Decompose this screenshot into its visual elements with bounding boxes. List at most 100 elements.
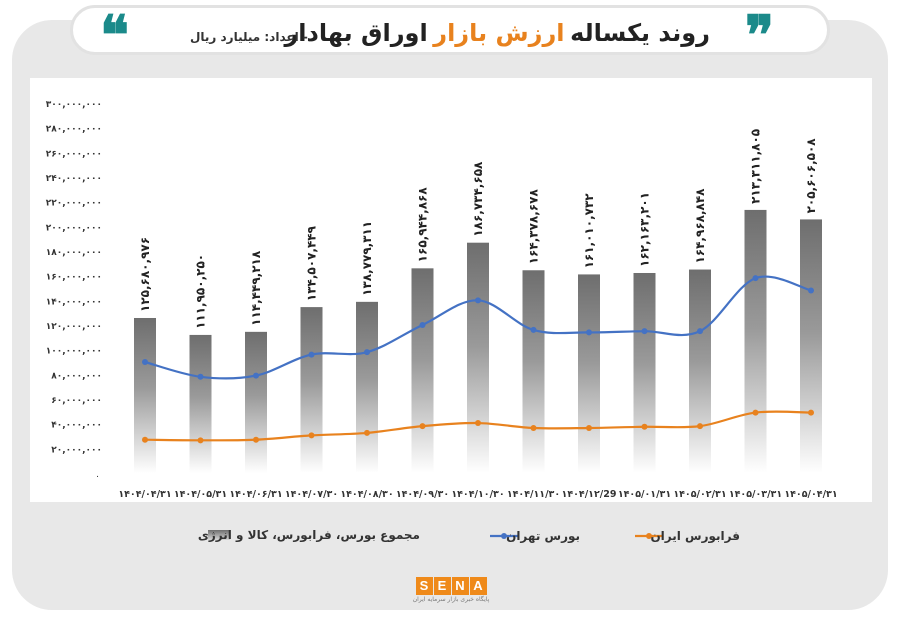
series-point — [808, 287, 814, 294]
series-point — [197, 437, 204, 444]
title-banner — [70, 5, 830, 55]
series-point — [752, 275, 759, 282]
series-point — [364, 349, 370, 356]
bar-data-label: ۲۱۳,۳۱۱,۸۰۵ — [749, 129, 763, 204]
legend-point-swatch — [646, 533, 652, 539]
series-point — [586, 424, 592, 431]
y-tick-label: ۲۴۰,۰۰۰,۰۰۰ — [46, 174, 102, 184]
logo-tagline: پایگاه خبری بازار سرمایه ایران — [412, 596, 490, 603]
series-point — [641, 328, 648, 335]
series-point — [475, 420, 481, 427]
series-point — [641, 423, 648, 430]
series-point — [253, 372, 259, 379]
bar-data-label: ۱۱۴,۴۴۹,۲۱۸ — [249, 250, 263, 326]
x-tick-label: ۱۴۰۵/۰۱/۳۱ — [618, 489, 671, 500]
series-point — [530, 326, 537, 333]
bar — [245, 331, 267, 473]
x-tick-label: ۱۴۰۴/۱۲/29 — [562, 489, 617, 500]
bar-data-label: ۱۶۱,۰۱۰,۷۳۲ — [582, 193, 596, 269]
legend-bar-swatch — [208, 530, 230, 540]
legend-bar-label: مجموع بورس، فرابورس، کالا و انرژی — [198, 528, 420, 543]
x-tick-label: ۱۴۰۴/۰۸/۳۰ — [340, 489, 393, 500]
series-point — [697, 328, 703, 335]
y-tick-label: ۱۰۰,۰۰۰,۰۰۰ — [46, 347, 102, 357]
series-point — [142, 359, 148, 365]
bar — [800, 219, 822, 473]
series-point — [419, 423, 426, 430]
bar — [578, 274, 600, 473]
title-part-2: اوراق بهادار — [284, 19, 428, 47]
title-accent: ارزش بازار — [433, 19, 565, 47]
legend-line-label: بورس تهران — [506, 529, 580, 544]
x-tick-label: ۱۴۰۴/۰۷/۳۰ — [285, 489, 338, 500]
series-point — [697, 423, 703, 430]
y-tick-label: ۱۲۰,۰۰۰,۰۰۰ — [46, 322, 102, 332]
quote-right-icon: ❞ — [745, 3, 775, 67]
series-point — [197, 373, 204, 380]
y-tick-label: ۲۰۰,۰۰۰,۰۰۰ — [46, 223, 102, 233]
bar-data-label: ۱۳۴,۵۰۷,۴۴۹ — [305, 225, 319, 301]
y-tick-label: ۲۸۰,۰۰۰,۰۰۰ — [46, 125, 102, 135]
y-tick-label: ۴۰,۰۰۰,۰۰۰ — [51, 421, 102, 431]
bar — [689, 269, 711, 473]
logo-letter: S — [415, 577, 433, 595]
x-tick-label: ۱۴۰۴/۱۱/۳۰ — [507, 489, 560, 500]
series-point — [752, 409, 759, 416]
series-point — [808, 409, 814, 416]
bar-data-label: ۱۱۱,۹۵۰,۲۵۰ — [194, 254, 208, 329]
x-tick-label: ۱۴۰۴/۰۶/۳۱ — [229, 489, 282, 500]
bar — [134, 317, 156, 473]
y-tick-label: ۱۴۰,۰۰۰,۰۰۰ — [46, 297, 102, 307]
series-point — [586, 329, 592, 336]
series-point — [253, 436, 259, 443]
title-part-1: روند یکساله — [570, 19, 710, 47]
logo-letter: N — [451, 577, 469, 595]
series-point — [308, 351, 315, 358]
x-tick-label: ۱۴۰۴/۰۹/۳۰ — [396, 489, 449, 500]
y-tick-label: ۲۲۰,۰۰۰,۰۰۰ — [46, 199, 102, 209]
y-tick-label: ۸۰,۰۰۰,۰۰۰ — [51, 371, 102, 381]
bar-data-label: ۱۶۴,۳۷۸,۶۷۸ — [527, 189, 541, 265]
y-tick-label: ۲۶۰,۰۰۰,۰۰۰ — [46, 149, 102, 159]
sena-logo: S E N A پایگاه خبری بازار سرمایه ایران — [408, 577, 494, 603]
x-tick-label: ۱۴۰۵/۰۴/۳۱ — [784, 489, 837, 500]
series-point — [308, 432, 315, 439]
bar — [189, 334, 212, 473]
bar-data-label: ۲۰۵,۶۰۶,۵۰۸ — [804, 138, 818, 214]
bar — [356, 301, 378, 473]
series-point — [475, 297, 481, 304]
y-tick-label: ۱۶۰,۰۰۰,۰۰۰ — [46, 273, 102, 283]
logo-letter: E — [433, 577, 451, 595]
y-tick-label: ۱۸۰,۰۰۰,۰۰۰ — [46, 248, 102, 258]
x-tick-label: ۱۴۰۴/۰۴/۳۱ — [118, 489, 171, 500]
bar — [467, 242, 489, 473]
bar — [522, 270, 545, 473]
y-tick-label: ۰ — [95, 472, 100, 482]
plot-area — [30, 78, 872, 502]
y-tick-label: ۳۰۰,۰۰۰,۰۰۰ — [46, 100, 102, 110]
bar-data-label: ۱۶۵,۹۴۴,۸۶۸ — [416, 187, 430, 263]
legend-point-swatch — [501, 533, 507, 539]
series-point — [530, 424, 537, 431]
chart-subtitle: - اعداد: میلیارد ریال — [190, 30, 308, 44]
bar-data-label: ۱۲۵,۶۸۰,۹۷۶ — [138, 237, 152, 312]
bar-data-label: ۱۶۴,۹۶۸,۸۴۸ — [693, 188, 707, 264]
bar — [744, 209, 767, 473]
series-point — [142, 436, 148, 443]
bar-data-label: ۱۸۶,۷۳۴,۶۵۸ — [471, 161, 485, 237]
legend-line-label: فرابورس ایران — [650, 529, 740, 544]
bar — [633, 272, 656, 473]
series-point — [364, 429, 370, 436]
bar-data-label: ۱۳۸,۷۷۹,۳۱۱ — [360, 221, 374, 296]
quote-left-icon: ❝ — [100, 3, 130, 67]
bar-data-label: ۱۶۲,۱۶۳,۲۰۱ — [638, 192, 652, 267]
bar — [300, 307, 323, 473]
x-tick-label: ۱۴۰۵/۰۲/۳۱ — [673, 489, 726, 500]
chart-title: روند یکساله ارزش بازار اوراق بهادار — [284, 19, 710, 47]
series-point — [419, 322, 426, 328]
y-tick-label: ۲۰,۰۰۰,۰۰۰ — [51, 445, 102, 455]
bar — [411, 268, 434, 473]
x-tick-label: ۱۴۰۴/۰۵/۳۱ — [174, 489, 227, 500]
logo-letter: A — [469, 577, 487, 595]
